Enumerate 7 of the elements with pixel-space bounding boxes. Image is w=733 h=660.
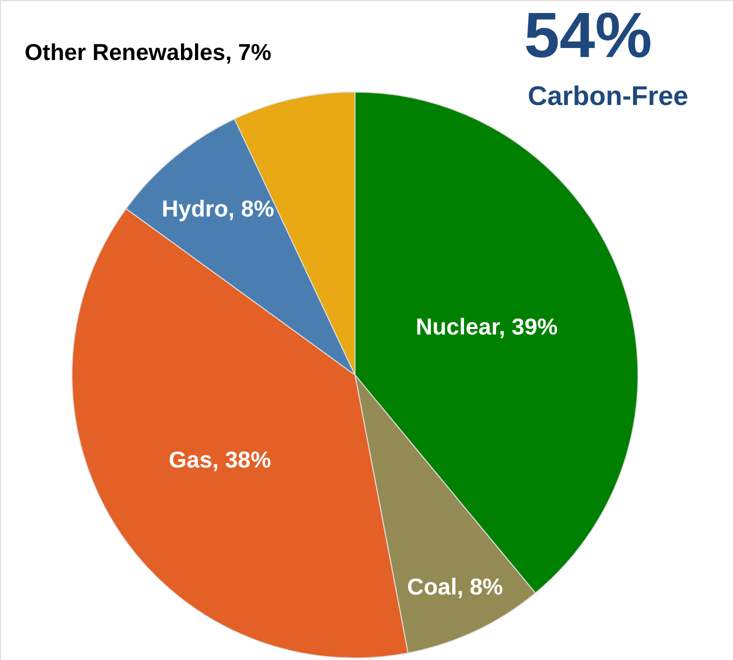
text: 54% bbox=[524, 0, 652, 71]
slice-label: Gas, 38% bbox=[168, 446, 272, 473]
slice-label: Other Renewables, 7% bbox=[24, 38, 272, 65]
slice-label: Nuclear, 39% bbox=[416, 314, 558, 340]
slice-label: Coal, 8% bbox=[407, 574, 503, 600]
text: Carbon-Free bbox=[528, 81, 688, 111]
slice-label: Hydro, 8% bbox=[162, 195, 274, 222]
